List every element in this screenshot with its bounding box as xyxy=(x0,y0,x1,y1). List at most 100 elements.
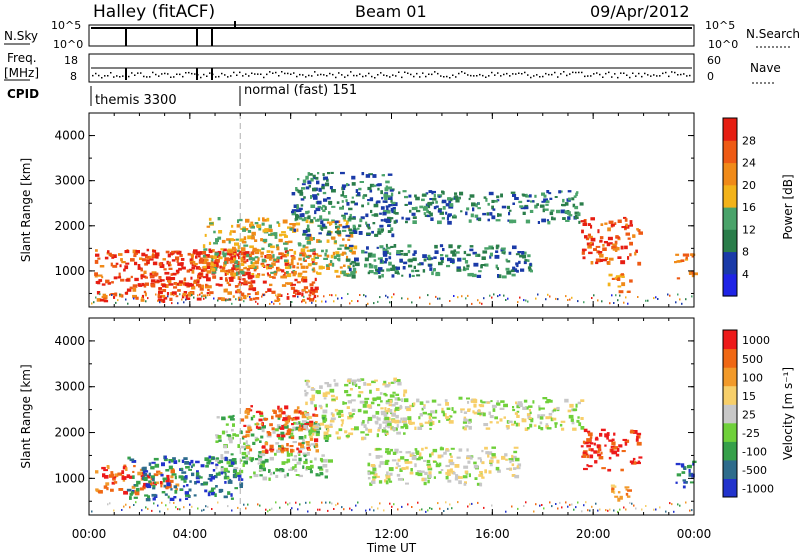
scatter-cell xyxy=(415,472,419,476)
scatter-cell xyxy=(176,259,179,263)
scatter-cell xyxy=(378,480,383,484)
scatter-cell xyxy=(323,198,328,202)
nave-dot xyxy=(539,76,541,78)
scatter-cell xyxy=(118,253,123,256)
scatter-cell xyxy=(330,171,334,174)
scatter-cell xyxy=(495,264,498,269)
scatter-cell xyxy=(385,185,388,189)
scatter-cell xyxy=(286,472,289,477)
scatter-cell xyxy=(594,460,598,464)
scatter-cell xyxy=(507,219,511,222)
nave-dot xyxy=(374,77,376,79)
scatter-cell xyxy=(112,478,116,481)
scatter-cell xyxy=(263,241,267,244)
scatter-cell xyxy=(505,425,510,428)
scatter-cell xyxy=(306,380,310,383)
noise-cell xyxy=(545,298,547,301)
scatter-cell xyxy=(491,456,497,459)
scatter-cell xyxy=(607,282,611,287)
scatter-cell xyxy=(277,405,280,410)
scatter-cell xyxy=(173,286,178,289)
scatter-cell xyxy=(225,288,228,291)
scatter-cell xyxy=(354,262,360,267)
scatter-cell xyxy=(258,457,263,462)
noise-cell xyxy=(619,294,621,297)
scatter-cell xyxy=(527,259,530,262)
scatter-cell xyxy=(229,278,234,282)
scatter-cell xyxy=(348,400,352,403)
scatter-cell xyxy=(470,213,474,218)
scatter-cell xyxy=(284,259,288,263)
scatter-cell xyxy=(215,463,219,467)
scatter-cell xyxy=(312,252,316,255)
scatter-cell xyxy=(313,294,317,299)
scatter-cell xyxy=(501,247,506,250)
noise-cell xyxy=(303,295,305,298)
nave-dot xyxy=(410,73,412,76)
scatter-cell xyxy=(428,415,432,420)
scatter-cell xyxy=(265,291,268,293)
scatter-cell xyxy=(525,193,528,196)
scatter-cell xyxy=(222,470,227,474)
scatter-cell xyxy=(334,221,338,226)
noise-cell xyxy=(507,297,509,300)
nave-dot xyxy=(206,75,208,77)
scatter-cell xyxy=(306,466,311,470)
scatter-cell xyxy=(383,174,385,177)
scatter-cell xyxy=(173,282,177,285)
scatter-cell xyxy=(300,198,305,201)
nave-dot xyxy=(215,76,217,78)
scatter-cell xyxy=(180,467,183,471)
scatter-cell xyxy=(331,262,335,267)
scatter-cell xyxy=(429,422,433,427)
nave-dot xyxy=(503,73,505,76)
scatter-cell xyxy=(395,269,399,272)
noise-cell xyxy=(165,504,167,507)
scatter-cell xyxy=(385,480,389,485)
scatter-cell xyxy=(414,448,418,451)
scatter-cell xyxy=(419,401,424,405)
scatter-cell xyxy=(200,483,205,486)
noise-cell xyxy=(311,301,313,304)
scatter-cell xyxy=(587,430,591,434)
scatter-cell xyxy=(322,464,328,468)
scatter-cell xyxy=(254,222,259,225)
scatter-cell xyxy=(146,248,150,252)
scatter-cell xyxy=(165,276,171,281)
scatter-cell xyxy=(414,194,417,198)
scatter-cell xyxy=(94,275,98,278)
noise-cell xyxy=(669,502,671,505)
scatter-cell xyxy=(245,218,250,223)
scatter-cell xyxy=(407,244,412,248)
noise-cell xyxy=(333,300,335,303)
noise-cell xyxy=(159,301,161,304)
scatter-cell xyxy=(536,203,539,206)
scatter-cell xyxy=(376,246,379,249)
scatter-cell xyxy=(354,426,359,431)
scatter-cell xyxy=(177,262,183,266)
scatter-cell xyxy=(280,449,285,452)
scatter-cell xyxy=(132,475,135,479)
scatter-cell xyxy=(383,392,387,396)
noise-cell xyxy=(123,505,125,508)
scatter-cell xyxy=(574,214,578,218)
scatter-cell xyxy=(281,461,286,465)
noise-cell xyxy=(249,296,251,298)
scatter-cell xyxy=(158,287,162,290)
scatter-cell xyxy=(488,451,493,455)
nave-dot xyxy=(323,74,325,76)
scatter-cell xyxy=(217,217,221,221)
noise-cell xyxy=(597,509,599,512)
scatter-cell xyxy=(165,284,169,288)
scatter-cell xyxy=(534,204,538,209)
scatter-cell xyxy=(168,280,172,284)
scatter-cell xyxy=(439,244,444,248)
scatter-cell xyxy=(236,262,240,267)
noise-cell xyxy=(667,293,669,296)
scatter-cell xyxy=(236,472,242,475)
scatter-cell xyxy=(358,231,363,235)
scatter-cell xyxy=(310,288,315,292)
scatter-cell xyxy=(316,193,320,196)
scatter-cell xyxy=(192,463,195,467)
nave-dot xyxy=(494,74,496,76)
